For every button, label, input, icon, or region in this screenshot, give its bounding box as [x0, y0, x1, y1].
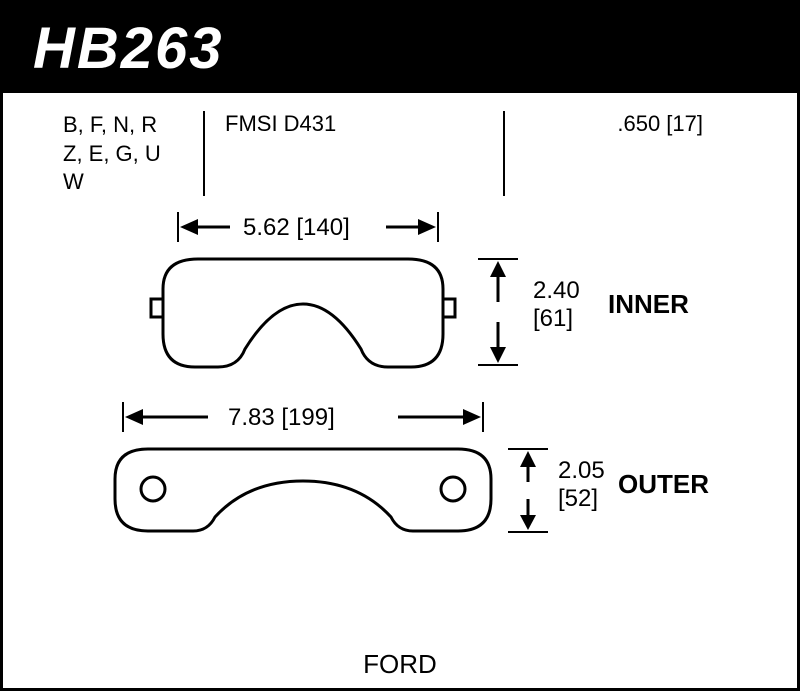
page-container: HB263 B, F, N, R Z, E, G, U W FMSI D431 …: [0, 0, 800, 691]
fmsi-column: FMSI D431: [203, 111, 503, 196]
thickness-column: .650 [17]: [503, 111, 703, 196]
diagram-area: 5.62 [140] 2.40 [61] INNER 7.83: [3, 207, 797, 637]
compounds-line-1: B, F, N, R: [63, 111, 203, 140]
header-bar: HB263: [3, 3, 797, 93]
inner-height-dim-icon: [473, 247, 523, 377]
outer-side-label: OUTER: [618, 469, 709, 500]
inner-height-in-label: 2.40: [533, 277, 580, 305]
compounds-column: B, F, N, R Z, E, G, U W: [63, 111, 203, 197]
inner-side-label: INNER: [608, 289, 689, 320]
compounds-line-3: W: [63, 168, 203, 197]
inner-width-label: 5.62 [140]: [243, 214, 350, 242]
outer-height-in-label: 2.05: [558, 457, 605, 485]
outer-height-mm-label: [52]: [558, 485, 598, 513]
spec-row: B, F, N, R Z, E, G, U W FMSI D431 .650 […: [3, 93, 797, 197]
outer-pad-icon: [103, 439, 503, 549]
outer-height-dim-icon: [503, 437, 553, 547]
thickness-value: .650 [17]: [525, 111, 703, 137]
inner-pad-icon: [143, 249, 463, 379]
fmsi-code: FMSI D431: [225, 111, 503, 137]
outer-width-label: 7.83 [199]: [228, 404, 335, 432]
footer-brand-label: FORD: [3, 649, 797, 680]
part-number-title: HB263: [33, 15, 224, 82]
inner-height-mm-label: [61]: [533, 305, 573, 333]
compounds-line-2: Z, E, G, U: [63, 140, 203, 169]
